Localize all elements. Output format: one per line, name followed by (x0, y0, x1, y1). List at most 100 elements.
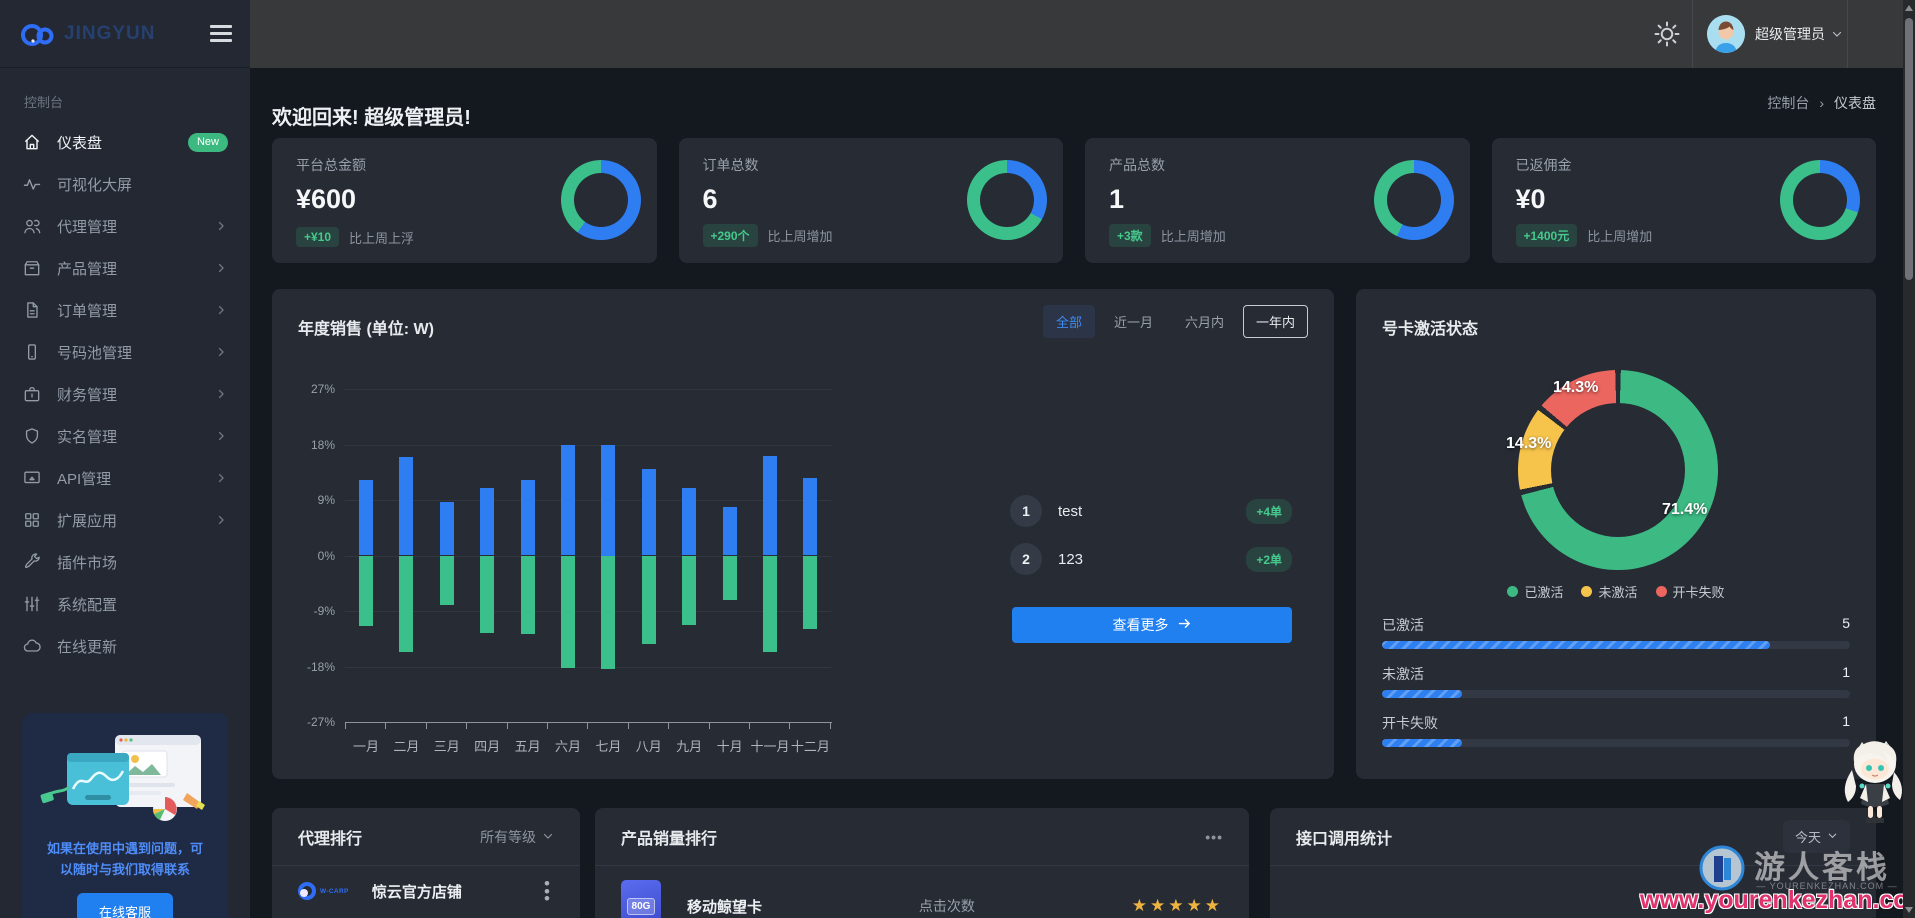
view-more-button[interactable]: 查看更多 (1012, 607, 1292, 643)
agent-ranking-title: 代理排行 (298, 825, 362, 849)
shield-icon (22, 426, 42, 446)
online-support-button[interactable]: 在线客服 (77, 893, 173, 918)
cloud-logo-icon (18, 19, 58, 49)
product-ranking-title: 产品销量排行 (621, 825, 717, 849)
x-axis-tick (547, 723, 548, 729)
progress-fill (1382, 739, 1462, 747)
stat-card-3: 已返佣金¥0+1400元比上周增加 (1492, 138, 1877, 263)
sidebar-item-6[interactable]: 财务管理 (0, 373, 250, 415)
activity-icon (22, 174, 42, 194)
sidebar-item-0[interactable]: 仪表盘New (0, 121, 250, 163)
y-axis-tick-label: 18% (281, 438, 335, 452)
stat-donut-hole (1793, 173, 1847, 227)
sales-filter-1[interactable]: 近一月 (1101, 305, 1166, 338)
users-icon (22, 216, 42, 236)
bar-positive (359, 480, 373, 555)
bar-negative (359, 556, 373, 627)
bar-negative (601, 556, 615, 669)
stat-donut-chart (561, 160, 641, 240)
sidebar-item-label: 订单管理 (57, 300, 117, 321)
stat-change-badge: +1400元 (1516, 224, 1578, 247)
bar-negative (763, 556, 777, 652)
legend-item-2: 开卡失败 (1656, 582, 1725, 601)
sidebar-item-1[interactable]: 可视化大屏 (0, 163, 250, 205)
sidebar-item-7[interactable]: 实名管理 (0, 415, 250, 457)
user-menu[interactable]: 超级管理员 (1692, 0, 1848, 68)
api-range-filter[interactable]: 今天 (1783, 820, 1850, 853)
y-axis-tick-label: 27% (281, 382, 335, 396)
stat-donut-hole (980, 173, 1034, 227)
bar-negative (561, 556, 575, 668)
agent-logo-icon (298, 882, 316, 900)
sales-filter-2[interactable]: 六月内 (1172, 305, 1237, 338)
bar-positive (601, 445, 615, 556)
gridline (345, 667, 831, 668)
sidebar-item-10[interactable]: 插件市场 (0, 541, 250, 583)
stat-card-2: 产品总数1+3款比上周增加 (1085, 138, 1470, 263)
rank-name: 123 (1058, 551, 1083, 568)
sidebar-item-4[interactable]: 订单管理 (0, 289, 250, 331)
briefcase-icon (22, 384, 42, 404)
rank-item-1: 2123+2单 (1010, 543, 1292, 575)
kebab-menu-icon[interactable]: ••• (540, 880, 554, 903)
x-axis-tick (749, 723, 750, 729)
pie-label-activated: 71.4% (1662, 501, 1707, 519)
progress-label: 开卡失败 (1382, 713, 1438, 733)
stat-cards-row: 平台总金额¥600+¥10比上周上浮订单总数6+290个比上周增加产品总数1+3… (272, 138, 1876, 263)
sidebar-item-12[interactable]: 在线更新 (0, 625, 250, 667)
scrollbar-down-arrow[interactable] (1905, 907, 1913, 913)
scrollbar-up-arrow[interactable] (1905, 5, 1913, 11)
help-illustration (37, 727, 213, 831)
sidebar-item-5[interactable]: 号码池管理 (0, 331, 250, 373)
scrollbar[interactable] (1903, 0, 1915, 918)
chevron-right-icon (214, 471, 228, 485)
rank-order-badge: +4单 (1246, 499, 1292, 524)
api-stats-title: 接口调用统计 (1296, 825, 1392, 849)
sales-filter-3[interactable]: 一年内 (1243, 305, 1308, 338)
stat-change-note: 比上周增加 (1587, 226, 1652, 245)
x-axis-tick (830, 723, 831, 729)
avatar (1707, 15, 1745, 53)
progress-track (1382, 690, 1850, 698)
stat-footnote: +290个比上周增加 (703, 224, 833, 247)
progress-track (1382, 739, 1850, 747)
stat-donut-hole (1387, 173, 1441, 227)
stat-change-note: 比上周上浮 (349, 228, 414, 247)
activation-donut-chart (1518, 370, 1718, 570)
stat-change-badge: +290个 (703, 224, 758, 247)
sidebar-item-9[interactable]: 扩展应用 (0, 499, 250, 541)
rank-item-0: 1test+4单 (1010, 495, 1292, 527)
sidebar-item-8[interactable]: API管理 (0, 457, 250, 499)
x-axis-tick (709, 723, 710, 729)
bar-negative (723, 556, 737, 600)
x-axis-tick (345, 723, 346, 729)
ellipsis-menu-icon[interactable]: ••• (1205, 829, 1223, 845)
x-axis-tick (789, 723, 790, 729)
x-axis-tick (385, 723, 386, 729)
sidebar-item-label: 实名管理 (57, 426, 117, 447)
breadcrumb-root[interactable]: 控制台 (1767, 93, 1809, 113)
bar-negative (682, 556, 696, 625)
progress-labels: 已激活5 (1382, 615, 1850, 635)
sidebar-logo-row: JINGYUN (0, 0, 250, 68)
progress-value: 1 (1842, 713, 1850, 733)
bar-negative (440, 556, 454, 606)
stat-donut-hole (574, 173, 628, 227)
sidebar-item-11[interactable]: 系统配置 (0, 583, 250, 625)
sidebar-item-3[interactable]: 产品管理 (0, 247, 250, 289)
stat-donut-chart (967, 160, 1047, 240)
sidebar-item-2[interactable]: 代理管理 (0, 205, 250, 247)
bar-negative (399, 556, 413, 653)
scrollbar-thumb[interactable] (1905, 18, 1913, 280)
agent-name: 惊云官方店铺 (372, 881, 462, 902)
theme-toggle-sun-icon[interactable] (1652, 19, 1682, 49)
agent-level-filter[interactable]: 所有等级 (480, 827, 554, 847)
star-rating: ★★★★★ (1132, 896, 1223, 916)
annual-sales-bar-chart: 27%18%9%0%-9%-18%-27%一月二月三月四月五月六月七月八月九月十… (345, 389, 831, 722)
activation-progress-list: 已激活5未激活1开卡失败1 (1382, 615, 1850, 762)
sales-filter-0[interactable]: 全部 (1043, 305, 1095, 338)
arrow-right-icon (1177, 616, 1192, 634)
hamburger-menu-icon[interactable] (210, 25, 232, 42)
brand-name: JINGYUN (64, 23, 155, 45)
box-icon (22, 258, 42, 278)
